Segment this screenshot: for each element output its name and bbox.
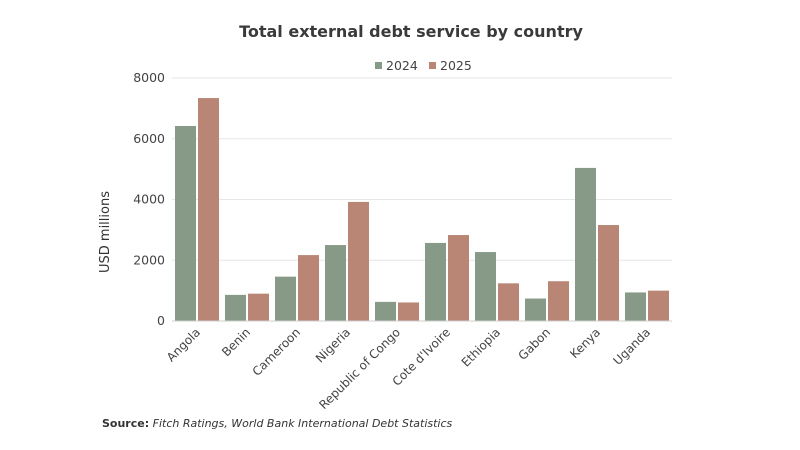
bar-2025-uganda — [648, 290, 669, 321]
bar-2024-nigeria — [325, 245, 346, 321]
y-tick-label: 4000 — [133, 192, 165, 207]
bar-2024-benin — [225, 294, 246, 321]
y-tick-label: 2000 — [133, 252, 165, 267]
source-text: Fitch Ratings, World Bank International … — [152, 417, 453, 430]
x-tick-label: Benin — [219, 325, 253, 359]
legend-swatch — [375, 62, 382, 69]
bar-2024-angola — [175, 125, 196, 322]
y-axis-label: USD millions — [98, 191, 113, 273]
legend-label: 2025 — [440, 58, 472, 73]
x-tick-label: Ethiopia — [459, 325, 503, 369]
x-tick-label: Angola — [164, 325, 203, 364]
bar-2025-ethiopia — [498, 283, 519, 321]
x-tick-label: Nigeria — [313, 325, 353, 365]
legend-swatch — [429, 62, 436, 69]
source-label: Source: — [102, 417, 150, 430]
bar-2025-benin — [248, 293, 269, 321]
x-tick-label: Gabon — [515, 325, 553, 363]
bar-2024-republic-of-congo — [375, 301, 396, 321]
bar-2024-cameroon — [275, 276, 296, 321]
y-tick-label: 0 — [157, 313, 165, 328]
y-axis-ticks: 0 2000 4000 6000 8000 — [133, 70, 165, 328]
bar-2024-ethiopia — [475, 252, 496, 321]
x-tick-label: Cameroon — [250, 325, 304, 379]
y-tick-label: 6000 — [133, 131, 165, 146]
bar-2025-gabon — [548, 281, 569, 321]
bar-2025-republic-of-congo — [398, 302, 419, 321]
source-note: Source: Fitch Ratings, World Bank Intern… — [102, 417, 452, 430]
bar-2025-nigeria — [348, 201, 369, 321]
bar-2025-cameroon — [298, 255, 319, 321]
legend-label: 2024 — [386, 58, 418, 73]
bar-2024-uganda — [625, 292, 646, 321]
bar-2024-gabon — [525, 298, 546, 321]
bar-2025-angola — [198, 98, 219, 321]
x-tick-label: Uganda — [610, 325, 653, 368]
bar-2025-cote-d-ivoire — [448, 235, 469, 321]
chart-title: Total external debt service by country — [239, 22, 583, 41]
y-tick-label: 8000 — [133, 70, 165, 85]
bar-2024-kenya — [575, 167, 596, 321]
x-tick-label: Kenya — [567, 325, 603, 361]
bars — [175, 98, 669, 322]
bar-2024-cote-d-ivoire — [425, 242, 446, 321]
bar-2025-kenya — [598, 225, 619, 321]
legend: 2024 2025 — [375, 58, 472, 73]
gridlines — [172, 77, 672, 261]
